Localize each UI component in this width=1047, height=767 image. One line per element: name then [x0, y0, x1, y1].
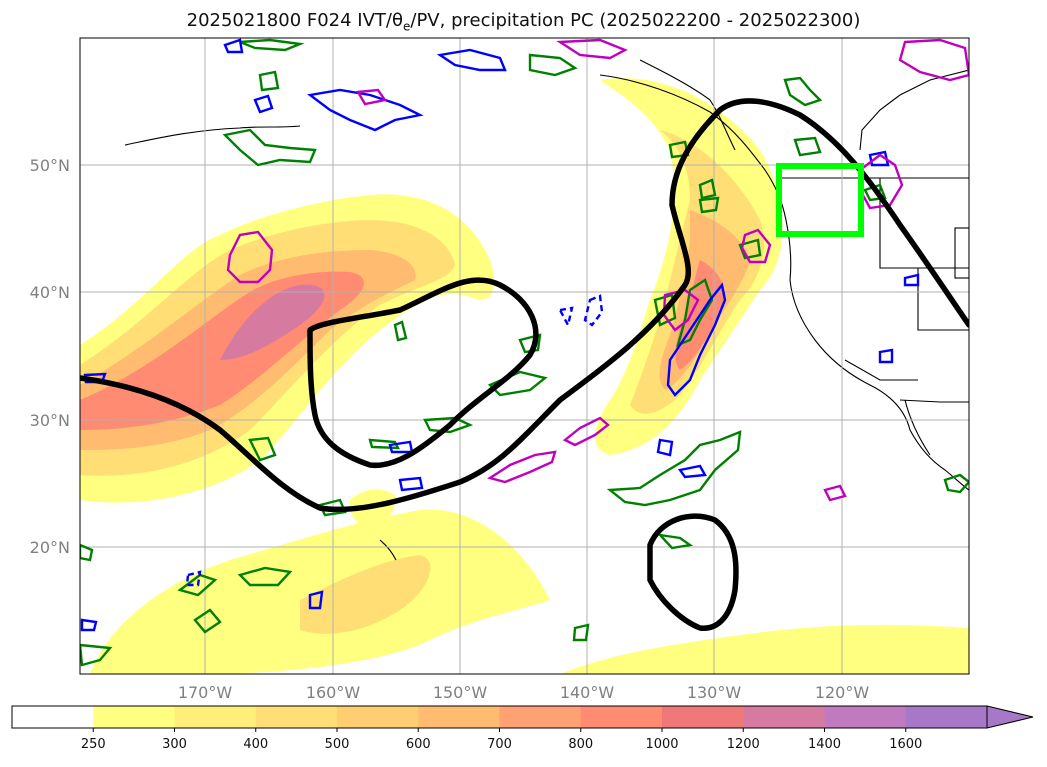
- colorbar-segment: [662, 706, 744, 728]
- coastlines: [124, 59, 969, 561]
- colorbar-tick-label: 1200: [727, 737, 760, 752]
- colorbar-tick-label: 400: [243, 737, 268, 752]
- lon-label-150w: 150°W: [433, 683, 488, 702]
- colorbar: 250 300 400 500 600 700 800 1000 1200 1400 1600: [11, 705, 1034, 752]
- colorbar-tick-label: 1400: [808, 737, 841, 752]
- lat-label-20n: 20°N: [30, 538, 70, 557]
- colorbar-extension: [986, 705, 1034, 729]
- colorbar-tick-label: 700: [487, 737, 512, 752]
- colorbar-tick-label: 600: [406, 737, 431, 752]
- colorbar-tick-label: 500: [325, 737, 350, 752]
- colorbar-segment: [905, 706, 988, 728]
- lat-label-50n: 50°N: [30, 156, 70, 175]
- pv-negative-contours: [80, 38, 920, 632]
- colorbar-segment: [499, 706, 582, 728]
- lat-label-30n: 30°N: [30, 411, 70, 430]
- colorbar-segment: [824, 706, 907, 728]
- colorbar-segment: [255, 706, 338, 728]
- colorbar-tick-label: 1600: [889, 737, 922, 752]
- lon-label-130w: 130°W: [687, 683, 742, 702]
- colorbar-segment: [337, 706, 419, 728]
- colorbar-segment: [174, 706, 257, 728]
- map-title: 2025021800 F024 IVT/θe/PV, precipitation…: [186, 10, 861, 34]
- colorbar-segment: [580, 706, 663, 728]
- lon-label-140w: 140°W: [560, 683, 615, 702]
- colorbar-tick-label: 250: [81, 737, 106, 752]
- map-frame: [79, 37, 970, 675]
- lat-label-40n: 40°N: [30, 283, 70, 302]
- colorbar-segment: [93, 706, 175, 728]
- lon-label-170w: 170°W: [178, 683, 233, 702]
- lon-label-120w: 120°W: [815, 683, 870, 702]
- colorbar-segment: [418, 706, 500, 728]
- colorbar-segment: [743, 706, 825, 728]
- theta-e-contours: [80, 98, 969, 631]
- gridlines: [80, 38, 969, 674]
- colorbar-segment: [12, 706, 94, 728]
- lon-label-160w: 160°W: [306, 683, 361, 702]
- colorbar-tick-label: 300: [162, 737, 187, 752]
- region-box: [776, 163, 864, 237]
- colorbar-tick-label: 1000: [645, 737, 678, 752]
- colorbar-tick-label: 800: [568, 737, 593, 752]
